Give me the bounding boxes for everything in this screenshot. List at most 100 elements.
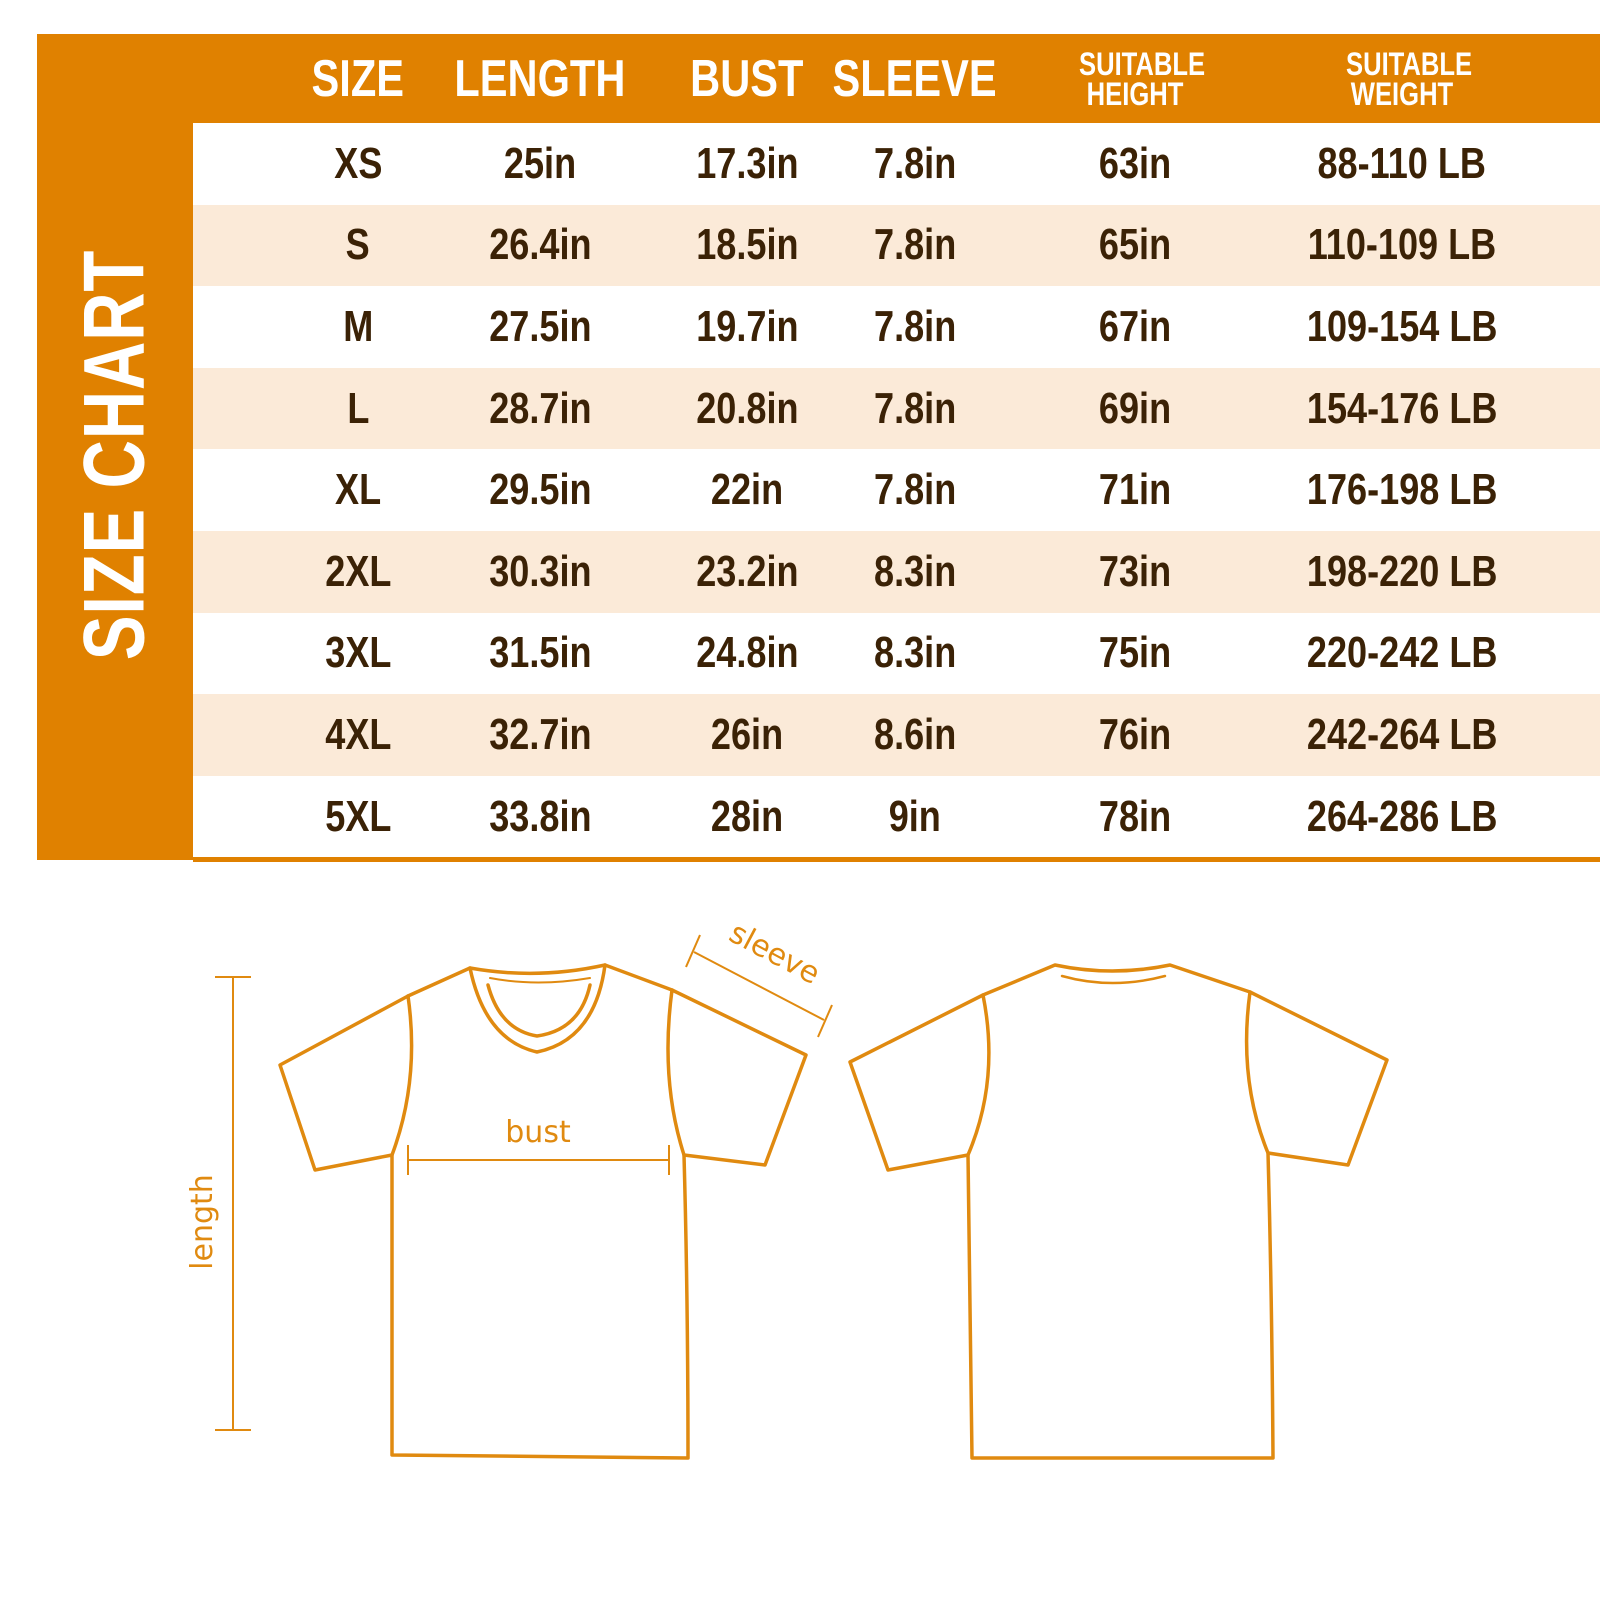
cell-value: XS [333, 138, 383, 188]
table-row: M 27.5in 19.7in 7.8in 67in 109-154 LB [193, 286, 1600, 368]
cell-value: 88-110 LB [1317, 138, 1487, 188]
table-row: S 26.4in 18.5in 7.8in 65in 110-109 LB [193, 204, 1600, 287]
table-cell: 2XL [283, 531, 433, 613]
table-cell: 198-220 LB [1242, 531, 1562, 613]
table-cell: 24.8in [657, 613, 837, 695]
table-row: XS 25in 17.3in 7.8in 63in 88-110 LB [193, 123, 1600, 205]
cell-value: 176-198 LB [1306, 465, 1498, 515]
table-cell: 32.7in [440, 694, 640, 776]
size-table: XS 25in 17.3in 7.8in 63in 88-110 LB S 26.4in 18.… [193, 123, 1600, 863]
table-cell: 3XL [283, 613, 433, 695]
table-cell: 23.2in [657, 531, 837, 613]
cell-value: 8.3in [873, 628, 957, 678]
table-cell: 33.8in [440, 776, 640, 858]
table-cell: 30.3in [440, 531, 640, 613]
table-cell: 242-264 LB [1242, 694, 1562, 776]
table-row: 3XL 31.5in 24.8in 8.3in 75in 220-242 LB [193, 612, 1600, 695]
cell-value: L [346, 383, 370, 433]
bust-label: bust [505, 1115, 571, 1150]
cell-value: 7.8in [873, 301, 957, 351]
cell-value: 30.3in [488, 546, 592, 596]
column-header: SIZE [283, 34, 433, 123]
column-header-label: SUITABLE WEIGHT [1346, 45, 1473, 112]
table-cell: 26in [657, 694, 837, 776]
cell-value: 26in [710, 709, 784, 759]
cell-value: 28.7in [488, 383, 592, 433]
cell-value: 76in [1098, 709, 1172, 759]
table-cell: 69in [1015, 368, 1255, 450]
cell-value: M [342, 301, 374, 351]
table-cell: 18.5in [657, 205, 837, 287]
cell-value: 25in [503, 138, 577, 188]
table-cell: 20.8in [657, 368, 837, 450]
table-cell: 8.3in [825, 613, 1005, 695]
cell-value: XL [334, 465, 382, 515]
table-cell: 22in [657, 449, 837, 531]
table-cell: L [283, 368, 433, 450]
table-cell: 154-176 LB [1242, 368, 1562, 450]
cell-value: 5XL [324, 791, 392, 841]
table-cell: 26.4in [440, 205, 640, 287]
column-header: LENGTH [440, 34, 640, 123]
table-cell: 29.5in [440, 449, 640, 531]
back-tshirt-outline [848, 963, 1389, 1460]
cell-value: 26.4in [488, 220, 592, 270]
table-cell: 7.8in [825, 205, 1005, 287]
cell-value: 7.8in [873, 465, 957, 515]
table-row: 4XL 32.7in 26in 8.6in 76in 242-264 LB [193, 694, 1600, 776]
table-cell: 28in [657, 776, 837, 858]
table-cell: XL [283, 449, 433, 531]
column-header: SLEEVE [825, 34, 1005, 123]
cell-value: 154-176 LB [1306, 383, 1498, 433]
bust-measure-line [407, 1145, 670, 1175]
cell-value: 78in [1098, 791, 1172, 841]
cell-value: 32.7in [488, 709, 592, 759]
table-cell: 5XL [283, 776, 433, 858]
cell-value: S [345, 220, 371, 270]
cell-value: 69in [1098, 383, 1172, 433]
cell-value: 9in [888, 791, 942, 841]
cell-value: 23.2in [695, 546, 799, 596]
table-cell: 8.3in [825, 531, 1005, 613]
cell-value: 7.8in [873, 138, 957, 188]
cell-value: 220-242 LB [1306, 628, 1498, 678]
column-header-label: BUST [690, 49, 804, 108]
column-header: SUITABLE WEIGHT [1242, 34, 1562, 123]
table-cell: 67in [1015, 286, 1255, 368]
table-cell: S [283, 205, 433, 287]
table-cell: 19.7in [657, 286, 837, 368]
cell-value: 3XL [324, 628, 392, 678]
table-cell: 7.8in [825, 123, 1005, 205]
cell-value: 71in [1098, 465, 1172, 515]
cell-value: 4XL [324, 709, 392, 759]
cell-value: 18.5in [695, 220, 799, 270]
cell-value: 7.8in [873, 220, 957, 270]
table-bottom-border [193, 857, 1600, 863]
cell-value: 264-286 LB [1306, 791, 1498, 841]
cell-value: 63in [1098, 138, 1172, 188]
table-cell: 88-110 LB [1242, 123, 1562, 205]
table-cell: 110-109 LB [1242, 205, 1562, 287]
table-cell: 220-242 LB [1242, 613, 1562, 695]
table-cell: 4XL [283, 694, 433, 776]
table-cell: 76in [1015, 694, 1255, 776]
cell-value: 73in [1098, 546, 1172, 596]
table-cell: 9in [825, 776, 1005, 858]
table-cell: 71in [1015, 449, 1255, 531]
cell-value: 2XL [324, 546, 392, 596]
table-cell: 7.8in [825, 368, 1005, 450]
cell-value: 242-264 LB [1306, 709, 1498, 759]
cell-value: 7.8in [873, 383, 957, 433]
table-cell: XS [283, 123, 433, 205]
table-cell: 73in [1015, 531, 1255, 613]
table-header: SIZE LENGTH BUST SLEEVE SUITABLE HEIGHT SUITA… [193, 34, 1600, 123]
table-row: L 28.7in 20.8in 7.8in 69in 154-176 LB [193, 367, 1600, 450]
length-label: length [185, 1174, 220, 1270]
table-cell: 31.5in [440, 613, 640, 695]
column-header: SUITABLE HEIGHT [1015, 34, 1255, 123]
table-cell: 7.8in [825, 286, 1005, 368]
column-header-label: SUITABLE HEIGHT [1079, 45, 1206, 112]
cell-value: 20.8in [695, 383, 799, 433]
cell-value: 8.6in [873, 709, 957, 759]
